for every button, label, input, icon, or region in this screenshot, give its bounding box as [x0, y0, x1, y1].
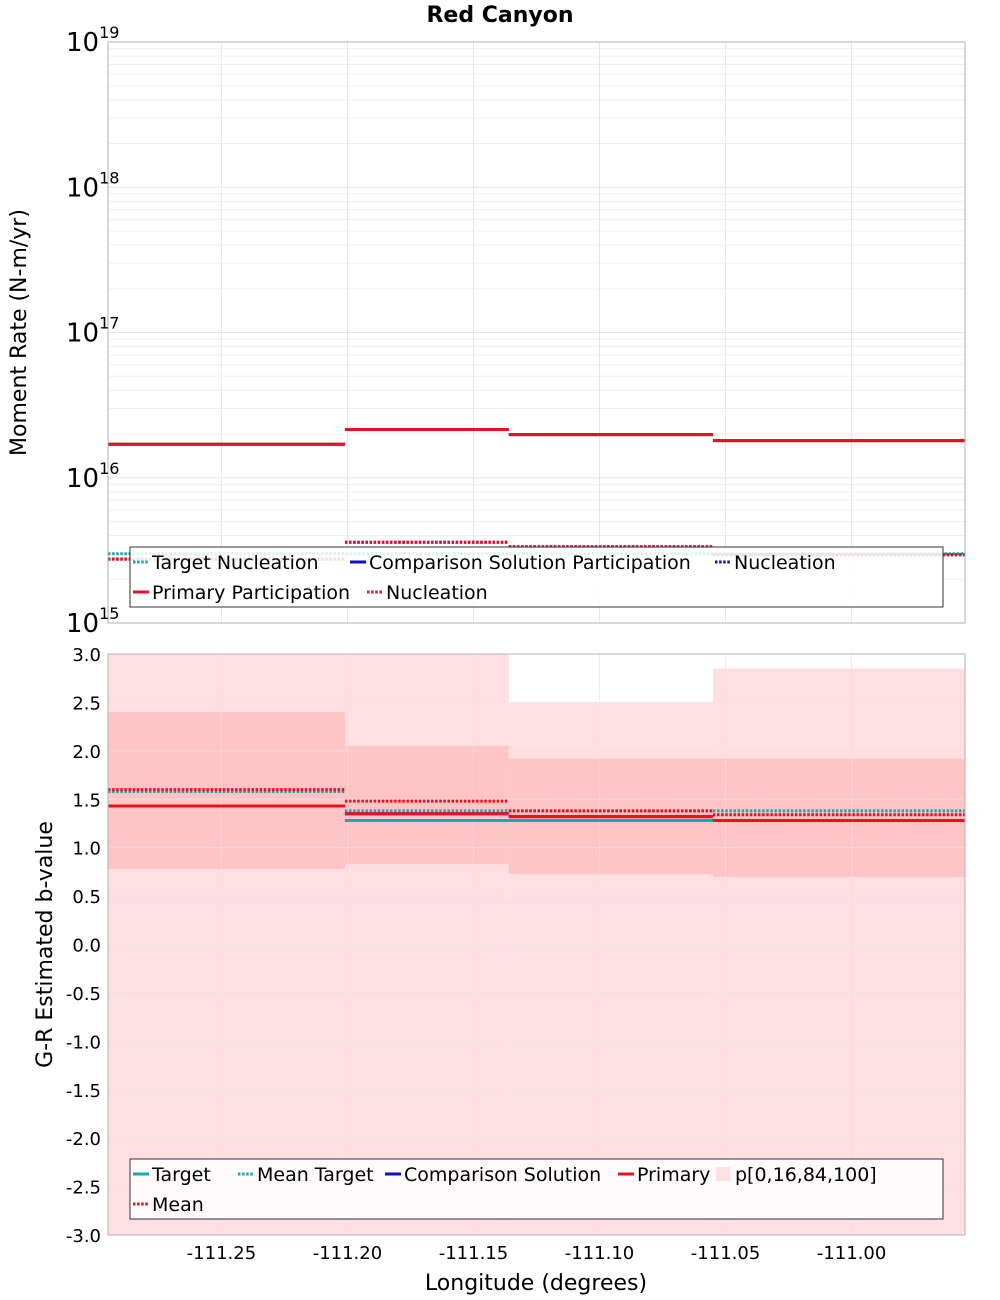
- y-tick-label: -1.5: [66, 1081, 101, 1102]
- percentile-band-16-84: [712, 758, 965, 877]
- y-tick-label: 1017: [66, 314, 119, 349]
- legend-label: Target Nucleation: [151, 552, 319, 574]
- y-tick-exponent: 18: [99, 168, 119, 187]
- y-tick-label: 1018: [66, 168, 119, 203]
- y-tick-label: 0.5: [72, 887, 101, 908]
- y-tick-exponent: 19: [99, 23, 119, 42]
- y-tick-label: 1.0: [72, 839, 101, 860]
- legend-label: Nucleation: [734, 552, 836, 574]
- legend-label: p[0,16,84,100]: [735, 1164, 877, 1186]
- legend-label: Primary: [637, 1164, 710, 1186]
- legend-label: Comparison Solution Participation: [369, 552, 691, 574]
- y-tick-base: 10: [66, 28, 99, 58]
- series-mean: [108, 788, 965, 817]
- x-tick-label: -111.05: [691, 1243, 760, 1264]
- legend: Target Mean Target Comparison Solution Prim…: [129, 1158, 944, 1220]
- legend-label: Mean Target: [257, 1164, 374, 1186]
- b-value-plot: -3.0 -2.5 -2.0 -1.5 -1.0 -0.5 0.0 0.5 1.0 1.5 2.0 2…: [33, 645, 966, 1296]
- y-tick-label: 3.0: [72, 645, 101, 666]
- legend-label: Comparison Solution: [404, 1164, 601, 1186]
- chart-title: Red Canyon: [426, 3, 573, 28]
- y-tick-base: 10: [66, 173, 99, 203]
- x-tick-label: -111.20: [313, 1243, 382, 1264]
- y-tick-label: -2.0: [66, 1129, 101, 1150]
- y-tick-label: 2.5: [72, 693, 101, 714]
- series-primary: [108, 804, 965, 823]
- y-tick-exponent: 17: [99, 314, 119, 333]
- legend-label: Target: [151, 1164, 211, 1186]
- y-tick-label: 1015: [66, 604, 119, 639]
- x-tick-label: -111.10: [565, 1243, 634, 1264]
- legend-label: Primary Participation: [152, 582, 350, 604]
- y-tick-label: 0.0: [72, 936, 101, 957]
- legend: Target Nucleation Comparison Solution Par…: [129, 546, 944, 608]
- plot-frame: [107, 653, 966, 1236]
- legend-swatch: [716, 1167, 730, 1181]
- y-tick-label: 1.5: [72, 790, 101, 811]
- y-tick-exponent: 15: [99, 604, 119, 623]
- plot-frame: [107, 41, 966, 624]
- y-tick-label: 2.0: [72, 742, 101, 763]
- percentile-band-16-84: [344, 745, 509, 865]
- percentile-band-0-100: [712, 668, 965, 1235]
- series-primary-participation: [108, 427, 965, 446]
- legend-box: [129, 546, 944, 608]
- y-tick-base: 10: [66, 464, 99, 494]
- x-tick-label: -111.15: [439, 1243, 508, 1264]
- y-tick-label: -2.5: [66, 1178, 101, 1199]
- y-tick-base: 10: [66, 319, 99, 349]
- y-tick-label: -3.0: [66, 1226, 101, 1247]
- y-tick-exponent: 16: [99, 459, 119, 478]
- x-tick-label: -111.25: [187, 1243, 256, 1264]
- y-tick-label: 1019: [66, 23, 119, 58]
- y-tick-label: -1.0: [66, 1032, 101, 1053]
- legend-box: [129, 1158, 944, 1220]
- y-tick-label: -0.5: [66, 984, 101, 1005]
- x-tick-label: -111.00: [817, 1243, 886, 1264]
- legend-label: Mean: [152, 1194, 204, 1216]
- y-tick-label: 1016: [66, 459, 119, 494]
- legend-label: Nucleation: [386, 582, 488, 604]
- y-tick-base: 10: [66, 609, 99, 639]
- y-axis-label: Moment Rate (N-m/yr): [7, 209, 32, 456]
- y-axis-label: G-R Estimated b-value: [33, 821, 58, 1068]
- x-axis-label: Longitude (degrees): [425, 1271, 647, 1296]
